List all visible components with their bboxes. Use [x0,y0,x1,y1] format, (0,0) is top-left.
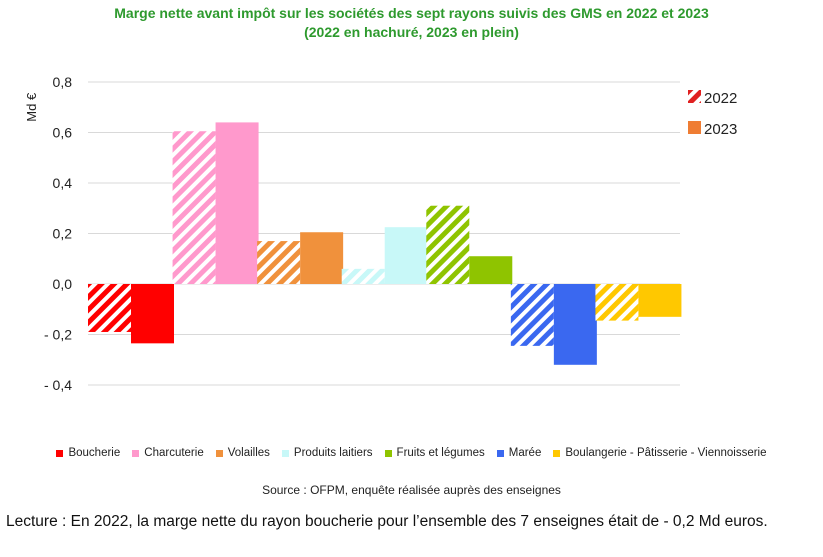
bar-boucherie-2022 [88,284,131,332]
bar-produits-laitiers-2023 [384,227,428,284]
legend-swatch [384,449,392,457]
bar-mar-e-2023 [553,284,597,365]
legend-label: Marée [508,447,542,459]
legend-swatch [281,449,289,457]
legend-item: Produits laitiers [281,447,373,459]
bar-volailles-2022 [257,241,301,284]
bar-charcuterie-2023 [215,122,259,285]
legend-swatch [56,449,64,457]
source-note: Source : OFPM, enquête réalisée auprès d… [262,483,561,497]
legend-item: Boucherie [56,447,120,459]
y-tick-label: 0,6 [53,125,73,141]
legend-item: Volailles [215,447,270,459]
bar-volailles-2023 [300,232,344,284]
bar-fruits-et-l-gumes-2022 [426,205,470,284]
y-axis-label-group: Md € [24,92,39,122]
legend-label: Boulangerie - Pâtisserie - Viennoisserie [565,447,767,459]
legend-label: Charcuterie [144,447,204,459]
y-tick-label: 0,2 [53,226,73,242]
bars [88,122,682,365]
bar-boucherie-2023 [131,284,174,344]
legend-swatch-2022 [688,90,701,103]
bar-boulangerie-p-tisserie-viennoisserie-2023 [638,284,682,317]
bar-produits-laitiers-2022 [341,268,385,284]
legend-label-2022: 2022 [704,90,737,107]
legend-swatch [132,449,140,457]
lecture-note: Lecture : En 2022, la marge nette du ray… [6,513,768,530]
legend-label: Fruits et légumes [396,447,485,459]
legend-label-2023: 2023 [704,121,737,138]
chart-title: Marge nette avant impôt sur les sociétés… [0,4,823,42]
legend-swatch [215,449,223,457]
y-tick-labels: 0,8 0,6 0,4 0,2 0,0 - 0,2 - 0,4 [44,74,72,393]
y-tick-label: 0,0 [53,276,73,292]
legend-label: Volailles [227,447,270,459]
series-legend: 2022 2023 [688,90,737,138]
legend-item: Marée [496,447,542,459]
y-tick-label: 0,8 [53,74,73,90]
legend-label: Produits laitiers [293,447,373,459]
chart-title-line1: Marge nette avant impôt sur les sociétés… [114,5,709,21]
legend-item: Boulangerie - Pâtisserie - Viennoisserie [553,447,767,459]
legend-item: Charcuterie [132,447,204,459]
bar-mar-e-2022 [510,284,554,346]
y-tick-label: 0,4 [53,175,73,191]
bar-fruits-et-l-gumes-2023 [469,256,513,284]
legend-label: Boucherie [68,447,121,459]
y-tick-label: - 0,2 [44,327,72,343]
category-legend: Boucherie Charcuterie Volailles Produits la… [0,447,823,459]
y-tick-label: - 0,4 [44,377,72,393]
bar-boulangerie-p-tisserie-viennoisserie-2022 [595,284,639,321]
chart-title-line2: (2022 en hachuré, 2023 en plein) [304,24,519,40]
y-axis-label: Md € [24,92,39,122]
legend-swatch-2023 [688,121,701,134]
bar-charcuterie-2022 [172,131,216,284]
bar-chart: 0,8 0,6 0,4 0,2 0,0 - 0,2 - 0,4 Md € 2022 2023 [24,74,737,393]
legend-swatch [496,449,504,457]
legend-item: Fruits et légumes [384,447,485,459]
legend-swatch [553,449,561,457]
